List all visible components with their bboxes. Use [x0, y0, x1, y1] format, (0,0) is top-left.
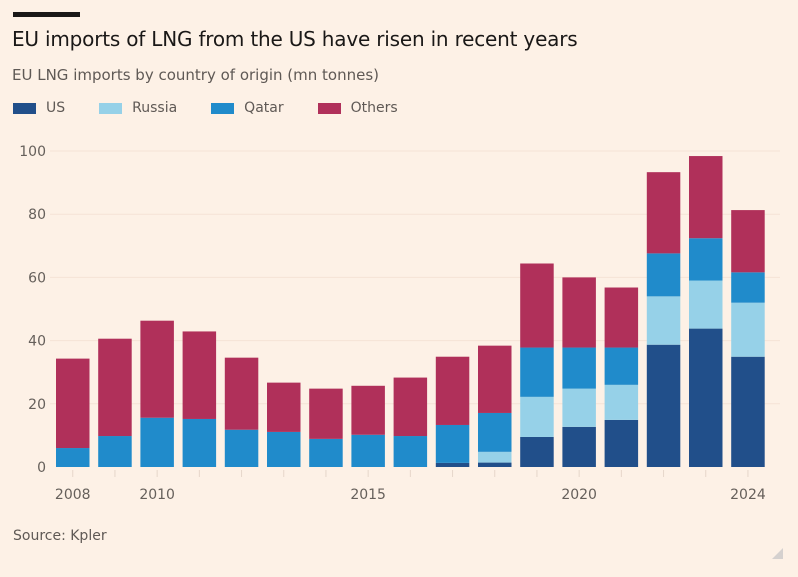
bar-segment-russia — [731, 302, 765, 357]
legend-swatch-others — [317, 102, 341, 114]
legend-swatch-qatar — [211, 102, 235, 114]
bar-segment-qatar — [731, 272, 765, 303]
bar-segment-russia — [604, 384, 639, 420]
bar-segment-us — [646, 344, 681, 467]
y-tick-label: 20 — [28, 397, 46, 413]
bar-segment-others — [309, 388, 343, 439]
legend-swatch-us — [13, 102, 36, 114]
chart-title: EU imports of LNG from the US have risen… — [12, 27, 578, 51]
bar-segment-others — [689, 156, 723, 239]
legend-item-us: US — [13, 100, 65, 116]
legend-label-others: Others — [350, 100, 398, 116]
x-tick-label: 2015 — [350, 487, 386, 503]
bar-segment-qatar — [224, 429, 259, 467]
bar-segment-qatar — [267, 431, 301, 467]
bar-segment-russia — [562, 388, 596, 427]
bar-segment-russia — [689, 280, 723, 329]
x-tick-label: 2024 — [730, 487, 766, 503]
bar-segment-qatar — [98, 436, 132, 467]
bar-segment-us — [731, 356, 765, 467]
bar-segment-qatar — [351, 434, 385, 467]
bar-segment-others — [520, 263, 554, 348]
bars — [56, 156, 765, 467]
x-tick-label: 2008 — [55, 487, 91, 503]
bar-segment-others — [478, 345, 512, 413]
bar-segment-others — [140, 320, 174, 418]
legend-label-us: US — [46, 100, 66, 116]
bar-segment-qatar — [562, 347, 596, 389]
bar-segment-others — [393, 377, 428, 437]
bar-segment-others — [435, 356, 470, 425]
bar-segment-russia — [478, 451, 512, 463]
source-note: Source: Kpler — [13, 528, 107, 544]
bar-segment-us — [435, 462, 470, 467]
bar-segment-qatar — [604, 347, 639, 385]
bar-segment-qatar — [689, 238, 723, 281]
legend-label-russia: Russia — [132, 100, 178, 116]
legend-swatch-russia — [99, 102, 123, 114]
bar-segment-qatar — [393, 436, 428, 467]
bar-segment-russia — [646, 296, 681, 345]
bar-segment-qatar — [520, 347, 554, 397]
y-tick-label: 0 — [37, 460, 46, 476]
x-tick-label: 2010 — [139, 487, 175, 503]
bar-segment-others — [562, 277, 596, 348]
header-accent-bar — [13, 12, 80, 17]
y-tick-label: 60 — [28, 270, 46, 286]
x-axis-ticks: 2008 2010 2015 2020 2024 — [55, 470, 766, 503]
bar-segment-others — [351, 385, 385, 435]
bar-segment-others — [98, 338, 132, 437]
bar-segment-qatar — [646, 253, 681, 297]
y-axis-ticks: 0 20 40 60 80 100 — [19, 144, 46, 476]
y-tick-label: 80 — [28, 207, 46, 223]
bar-segment-others — [182, 331, 217, 419]
chart-subtitle: EU LNG imports by country of origin (mn … — [12, 66, 380, 84]
bar-segment-qatar — [140, 417, 174, 467]
bar-segment-russia — [520, 396, 554, 437]
bar-segment-qatar — [309, 438, 343, 467]
y-tick-label: 40 — [28, 334, 46, 350]
bar-segment-us — [689, 328, 723, 467]
bar-segment-others — [267, 382, 301, 432]
x-tick-label: 2020 — [561, 487, 597, 503]
bar-segment-others — [731, 210, 765, 273]
legend-item-russia: Russia — [99, 100, 177, 116]
legend-item-others: Others — [317, 100, 398, 116]
bar-segment-qatar — [182, 418, 217, 467]
legend: US Russia Qatar Others — [13, 100, 432, 116]
bar-segment-qatar — [478, 412, 512, 452]
legend-label-qatar: Qatar — [244, 100, 284, 116]
legend-item-qatar: Qatar — [211, 100, 284, 116]
bar-segment-us — [520, 436, 554, 467]
bar-segment-qatar — [56, 448, 90, 467]
bar-segment-us — [604, 419, 639, 467]
bar-segment-qatar — [435, 424, 470, 463]
bar-segment-others — [604, 287, 639, 348]
y-tick-label: 100 — [19, 144, 46, 160]
resize-handle-icon[interactable] — [772, 548, 783, 559]
bar-segment-others — [56, 358, 90, 449]
bar-segment-us — [562, 426, 596, 467]
bar-segment-us — [478, 462, 512, 467]
bar-segment-others — [646, 172, 681, 254]
bar-segment-others — [224, 357, 259, 430]
